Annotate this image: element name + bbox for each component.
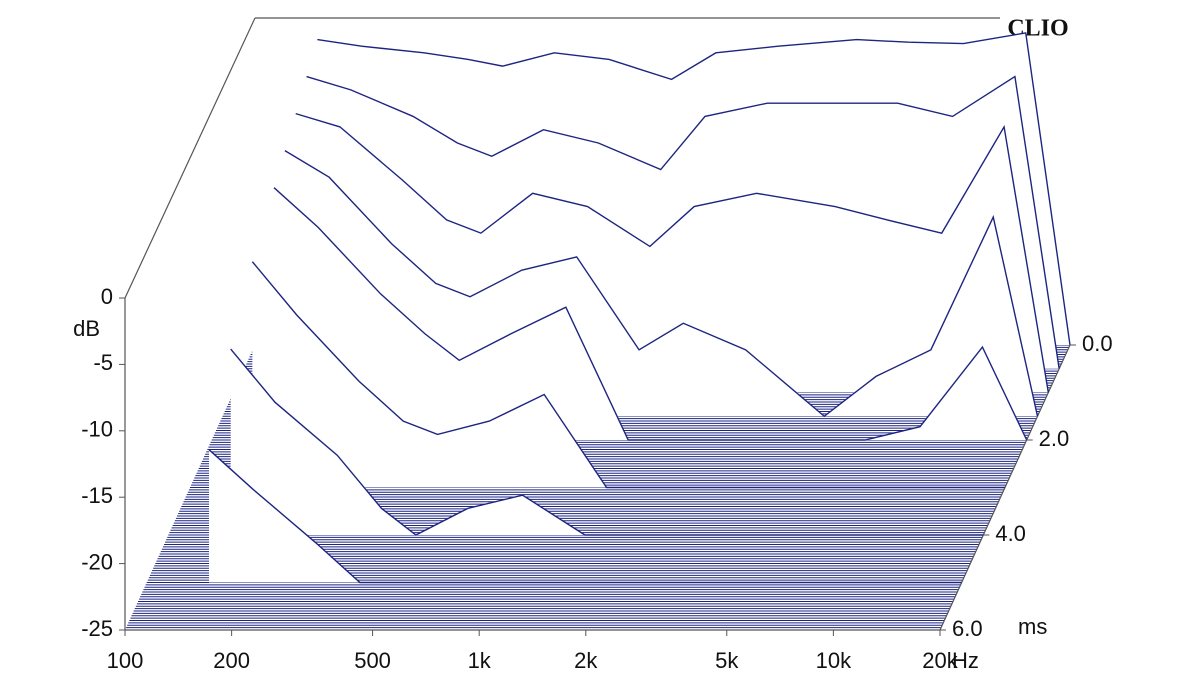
x-tick-label: 500 — [354, 648, 391, 673]
x-tick-label: 2k — [574, 648, 598, 673]
frame-line — [124, 17, 256, 299]
slice-line — [306, 75, 1060, 369]
y-tick-label: -10 — [81, 417, 113, 442]
slice-fill — [284, 150, 1038, 417]
y-axis-label: dB — [73, 316, 100, 341]
slice-line — [295, 112, 1050, 393]
slice-line — [317, 32, 1071, 346]
x-tick-label: 100 — [107, 648, 144, 673]
z-tick-label: 2.0 — [1039, 426, 1070, 451]
x-tick-label: 200 — [213, 648, 250, 673]
slice-fill — [209, 449, 962, 583]
x-tick-label: 5k — [715, 648, 739, 673]
slice-line — [273, 187, 1028, 441]
y-tick-label: 0 — [101, 284, 113, 309]
z-axis-label: ms — [1018, 614, 1047, 639]
x-tick-label: 10k — [816, 648, 852, 673]
slice-line — [251, 261, 1005, 489]
y-tick-label: -25 — [81, 616, 113, 641]
y-tick-label: -20 — [81, 549, 113, 574]
slice-line — [208, 449, 962, 584]
x-tick-label: 20k — [922, 648, 958, 673]
y-tick-label: -15 — [81, 483, 113, 508]
x-tick-label: 1k — [468, 648, 492, 673]
slice-fill — [230, 349, 984, 535]
slice-line — [230, 348, 984, 536]
y-tick-label: -5 — [93, 350, 113, 375]
slice-fill — [274, 187, 1027, 440]
slice-line — [284, 150, 1039, 418]
z-tick-label: 6.0 — [952, 616, 983, 641]
x-axis-label: Hz — [952, 648, 979, 673]
z-tick-label: 4.0 — [995, 521, 1026, 546]
z-tick-label: 0.0 — [1082, 331, 1113, 356]
